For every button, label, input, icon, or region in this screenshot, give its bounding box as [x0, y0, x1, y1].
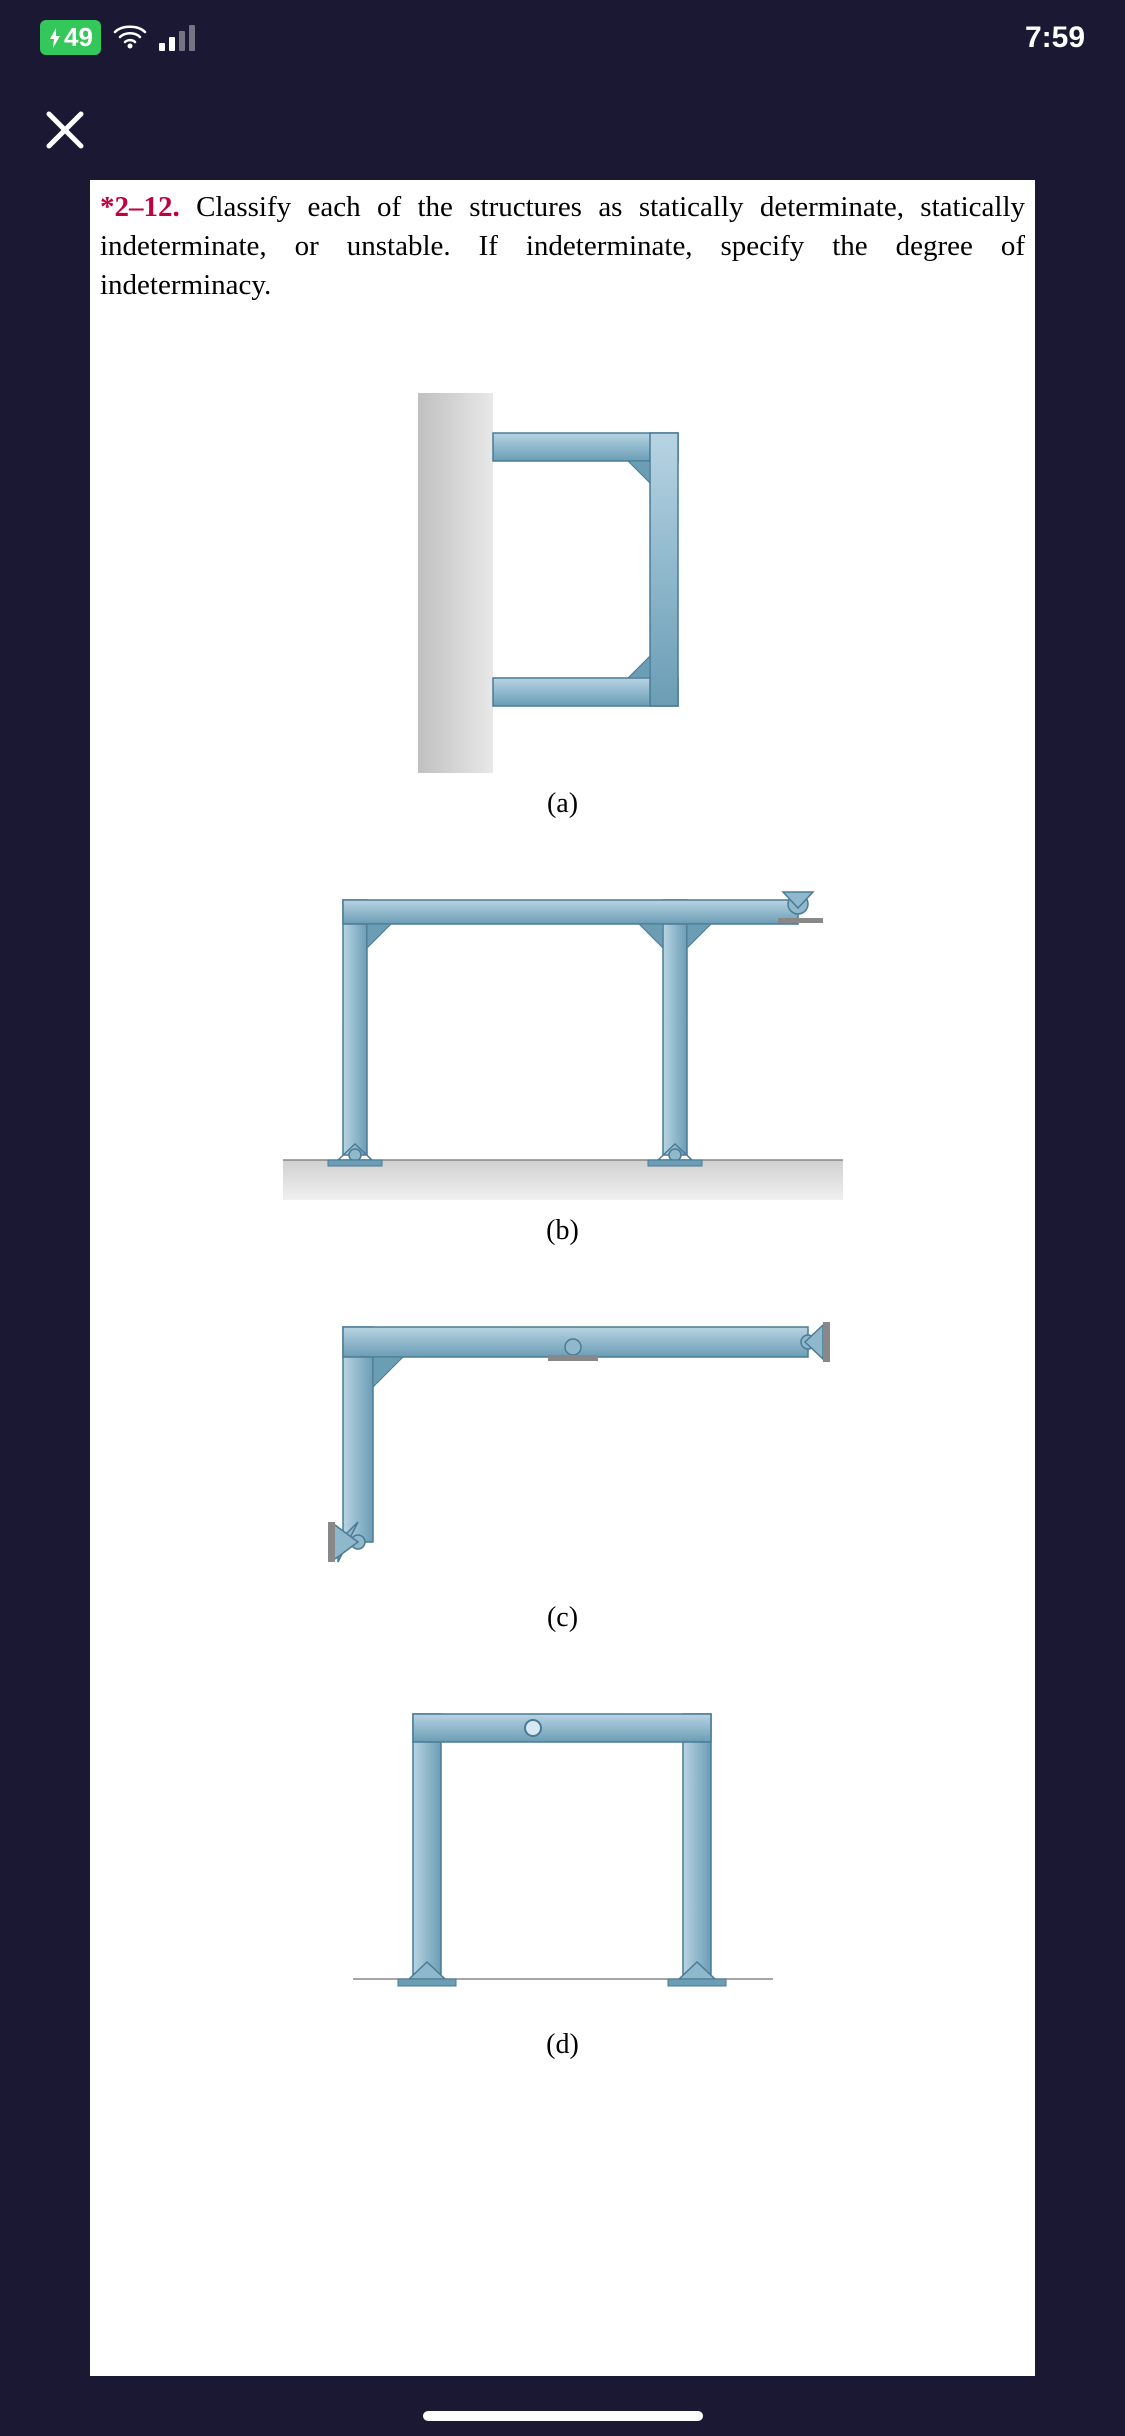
lightning-icon — [48, 28, 62, 48]
status-bar: 49 7:59 — [0, 0, 1125, 65]
figure-b: (b) — [283, 880, 843, 1247]
problem-body: Classify each of the structures as stati… — [100, 191, 1025, 301]
figure-c-label: (c) — [547, 1602, 578, 1634]
figure-d-svg — [353, 1694, 773, 2014]
figures-container: (a) — [90, 313, 1035, 2121]
figure-a: (a) — [418, 393, 708, 820]
home-indicator[interactable] — [423, 2411, 703, 2421]
wifi-icon — [113, 25, 147, 51]
status-time: 7:59 — [1025, 21, 1085, 55]
problem-number: *2–12. — [100, 191, 180, 223]
cell-signal-icon — [159, 25, 195, 51]
status-left: 49 — [40, 20, 195, 55]
figure-c-svg — [283, 1307, 843, 1587]
figure-d: (d) — [353, 1694, 773, 2061]
figure-a-svg — [418, 393, 708, 773]
figure-b-svg — [283, 880, 843, 1200]
figure-b-label: (b) — [546, 1215, 579, 1247]
close-icon — [43, 108, 87, 152]
problem-statement: *2–12. Classify each of the structures a… — [90, 180, 1035, 313]
close-button[interactable] — [35, 100, 95, 160]
document-viewer[interactable]: *2–12. Classify each of the structures a… — [90, 180, 1035, 2376]
figure-d-label: (d) — [546, 2029, 579, 2061]
figure-c: (c) — [283, 1307, 843, 1634]
figure-a-label: (a) — [547, 788, 578, 820]
battery-indicator: 49 — [40, 20, 101, 55]
battery-percent: 49 — [64, 22, 93, 53]
